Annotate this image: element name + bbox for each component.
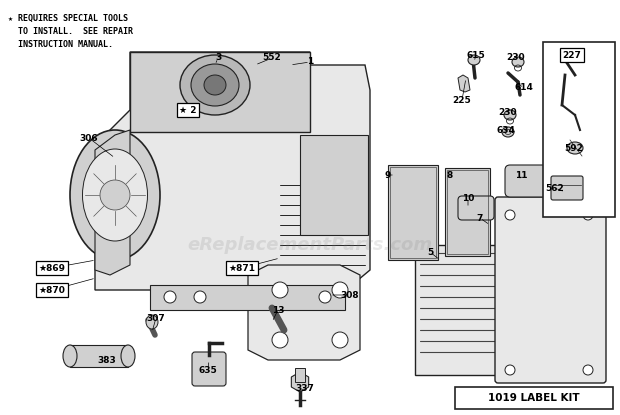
Text: ★870: ★870 xyxy=(38,286,66,295)
Circle shape xyxy=(194,291,206,303)
Bar xyxy=(455,387,613,409)
Text: INSTRUCTION MANUAL.: INSTRUCTION MANUAL. xyxy=(8,40,113,49)
Text: 227: 227 xyxy=(562,51,582,59)
Bar xyxy=(150,285,345,310)
FancyBboxPatch shape xyxy=(551,176,583,200)
Ellipse shape xyxy=(502,127,514,137)
Text: 1019 LABEL KIT: 1019 LABEL KIT xyxy=(488,393,580,403)
Bar xyxy=(70,345,128,367)
Circle shape xyxy=(272,332,288,348)
Bar xyxy=(300,135,368,235)
Polygon shape xyxy=(248,265,360,360)
Text: 13: 13 xyxy=(272,305,284,315)
Ellipse shape xyxy=(468,55,480,65)
Text: 592: 592 xyxy=(565,144,583,152)
Bar xyxy=(130,52,310,132)
Text: 337: 337 xyxy=(296,383,314,393)
Text: 635: 635 xyxy=(198,366,218,374)
Text: eReplacementParts.com: eReplacementParts.com xyxy=(187,236,433,254)
Text: 230: 230 xyxy=(507,54,525,63)
Circle shape xyxy=(505,210,515,220)
Bar xyxy=(543,42,615,217)
Ellipse shape xyxy=(146,315,158,329)
Ellipse shape xyxy=(567,142,583,154)
Circle shape xyxy=(332,332,348,348)
Text: 615: 615 xyxy=(467,51,485,59)
Ellipse shape xyxy=(121,345,135,367)
Bar xyxy=(388,165,438,260)
Text: 307: 307 xyxy=(146,313,166,322)
Text: ★869: ★869 xyxy=(38,264,66,273)
Circle shape xyxy=(272,282,288,298)
Text: 308: 308 xyxy=(340,290,360,300)
Ellipse shape xyxy=(70,130,160,260)
Bar xyxy=(415,245,570,375)
Text: 383: 383 xyxy=(97,356,117,364)
Polygon shape xyxy=(95,130,130,275)
Ellipse shape xyxy=(512,57,524,67)
Text: 562: 562 xyxy=(546,183,564,193)
Ellipse shape xyxy=(63,345,77,367)
Polygon shape xyxy=(95,52,370,310)
Bar xyxy=(390,167,436,258)
Circle shape xyxy=(332,282,348,298)
Text: ★ 2: ★ 2 xyxy=(179,105,197,115)
FancyBboxPatch shape xyxy=(192,352,226,386)
Text: 225: 225 xyxy=(453,95,471,105)
Ellipse shape xyxy=(100,180,130,210)
Circle shape xyxy=(583,365,593,375)
Text: 230: 230 xyxy=(498,107,517,117)
Circle shape xyxy=(583,210,593,220)
Text: TO INSTALL.  SEE REPAIR: TO INSTALL. SEE REPAIR xyxy=(8,27,133,36)
Ellipse shape xyxy=(180,55,250,115)
FancyBboxPatch shape xyxy=(495,197,606,383)
Ellipse shape xyxy=(191,64,239,106)
Circle shape xyxy=(319,291,331,303)
Text: ★871: ★871 xyxy=(229,264,255,273)
Bar xyxy=(447,170,488,254)
Circle shape xyxy=(505,365,515,375)
FancyBboxPatch shape xyxy=(505,165,550,197)
Text: 9: 9 xyxy=(385,171,391,180)
Circle shape xyxy=(164,291,176,303)
Text: 10: 10 xyxy=(462,193,474,203)
FancyBboxPatch shape xyxy=(458,196,494,220)
Bar xyxy=(445,168,490,256)
Text: 1: 1 xyxy=(307,58,313,66)
Text: 7: 7 xyxy=(477,213,483,222)
Text: 11: 11 xyxy=(515,171,527,180)
Ellipse shape xyxy=(82,149,148,241)
Text: 8: 8 xyxy=(447,171,453,180)
Polygon shape xyxy=(458,75,470,92)
Text: 5: 5 xyxy=(427,247,433,256)
Text: 3: 3 xyxy=(215,54,221,63)
Ellipse shape xyxy=(204,75,226,95)
Bar xyxy=(295,368,305,382)
Text: 634: 634 xyxy=(497,125,515,134)
Text: 552: 552 xyxy=(263,54,281,63)
Text: ★ REQUIRES SPECIAL TOOLS: ★ REQUIRES SPECIAL TOOLS xyxy=(8,14,128,23)
Text: 614: 614 xyxy=(515,83,533,93)
Ellipse shape xyxy=(504,110,516,120)
Text: 306: 306 xyxy=(80,134,99,142)
